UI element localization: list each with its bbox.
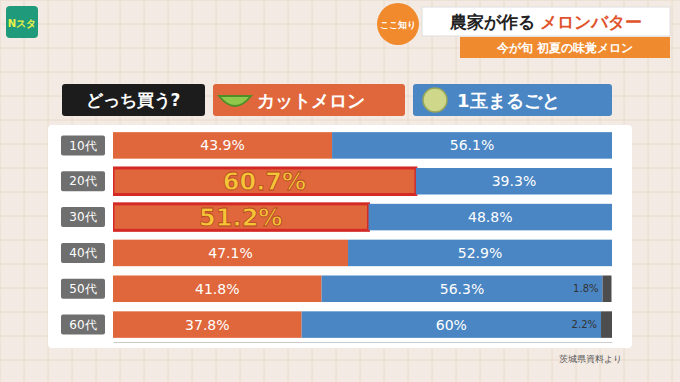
data-label: 43.9% (200, 137, 244, 153)
pattern-line (0, 0, 1, 382)
legend-icon (423, 88, 447, 112)
bar (322, 275, 603, 302)
bar (113, 275, 322, 302)
y-tick: 60代 (61, 315, 105, 335)
legend-label: 1玉まるごと (457, 90, 560, 111)
source: 茨城県資料より (559, 354, 622, 364)
data-label: 56.1% (450, 137, 494, 153)
legend-label: カットメロン (257, 90, 365, 111)
data-label: 51.2% (199, 204, 282, 232)
logo: Nスタ (6, 6, 38, 38)
chart-svg: Nスタ ここ知り 農家が作る メロンバター今が旬 初夏の味覚メロンどっち買う? カット… (0, 0, 680, 382)
data-label: 41.8% (195, 281, 239, 297)
data-label: 60.7% (223, 168, 306, 196)
category-tab (61, 207, 105, 227)
bars (113, 132, 612, 338)
pattern-line (0, 120, 680, 121)
data-label: 1.8% (573, 283, 598, 294)
logo-box (6, 6, 38, 38)
bar (113, 240, 348, 267)
pattern-line (0, 0, 680, 1)
category-tab (61, 171, 105, 191)
y-tick-label: 60代 (69, 318, 96, 332)
data-label: 2.2% (572, 319, 597, 330)
subtitle-box (460, 37, 670, 58)
y-tick: 30代 (61, 207, 105, 227)
y-tick-label: 20代 (69, 174, 96, 188)
y-tick-label: 40代 (69, 246, 96, 260)
background (0, 0, 680, 382)
legend-title: どっち買う? (86, 90, 181, 110)
y-tick: 50代 (61, 279, 105, 299)
y-tick-label: 30代 (69, 210, 96, 224)
data-label: 37.8% (185, 317, 229, 333)
bar (601, 311, 612, 338)
legend-title-box (62, 84, 205, 116)
legend-swatch (213, 84, 405, 116)
y-tick-label: 50代 (69, 282, 96, 296)
bar (113, 311, 302, 338)
data-labels: 43.9% 56.1% 60.7% 39.3% 51.2% 48.8% 47.1% 52.9%… (185, 137, 598, 332)
y-tick-label: 10代 (69, 139, 96, 153)
category-tab (61, 243, 105, 263)
background-pattern (0, 0, 680, 382)
x-axis (114, 342, 613, 343)
category-tab (61, 279, 105, 299)
y-tick: 10代 (61, 135, 105, 155)
legend: どっち買う? カットメロン 1玉まるごと (62, 84, 612, 116)
plot-panel (48, 125, 632, 348)
category-tab (61, 315, 105, 335)
y-axis: 10代 20代 30代 40代 50代 60代 (61, 131, 105, 341)
pattern-line (672, 0, 673, 382)
bar (416, 168, 612, 195)
bar (348, 240, 612, 267)
category-tab (61, 135, 105, 155)
bar (302, 311, 601, 338)
legend-icon (219, 96, 251, 106)
bar (603, 275, 612, 302)
x-axis-line (114, 342, 613, 343)
bar (113, 132, 332, 159)
y-tick: 40代 (61, 243, 105, 263)
subtitle: 今が旬 初夏の味覚メロン (496, 41, 633, 55)
data-label: 47.1% (208, 245, 252, 261)
data-label: 56.3% (440, 281, 484, 297)
data-label: 48.8% (468, 209, 512, 225)
badge-text: ここ知り (380, 20, 416, 30)
logo-text: Nスタ (8, 18, 36, 29)
data-label: 60% (436, 317, 467, 333)
title: 農家が作る メロンバター (449, 12, 643, 32)
y-tick: 20代 (61, 171, 105, 191)
bar (368, 204, 612, 231)
badge-circle (377, 3, 419, 45)
data-label: 52.9% (458, 245, 502, 261)
pattern-line (24, 0, 25, 382)
data-label: 39.3% (492, 173, 536, 189)
y-axis-line (83, 131, 84, 341)
title-box (422, 7, 670, 36)
pattern-line (0, 72, 680, 73)
legend-swatch (413, 84, 612, 116)
bar (332, 132, 612, 159)
